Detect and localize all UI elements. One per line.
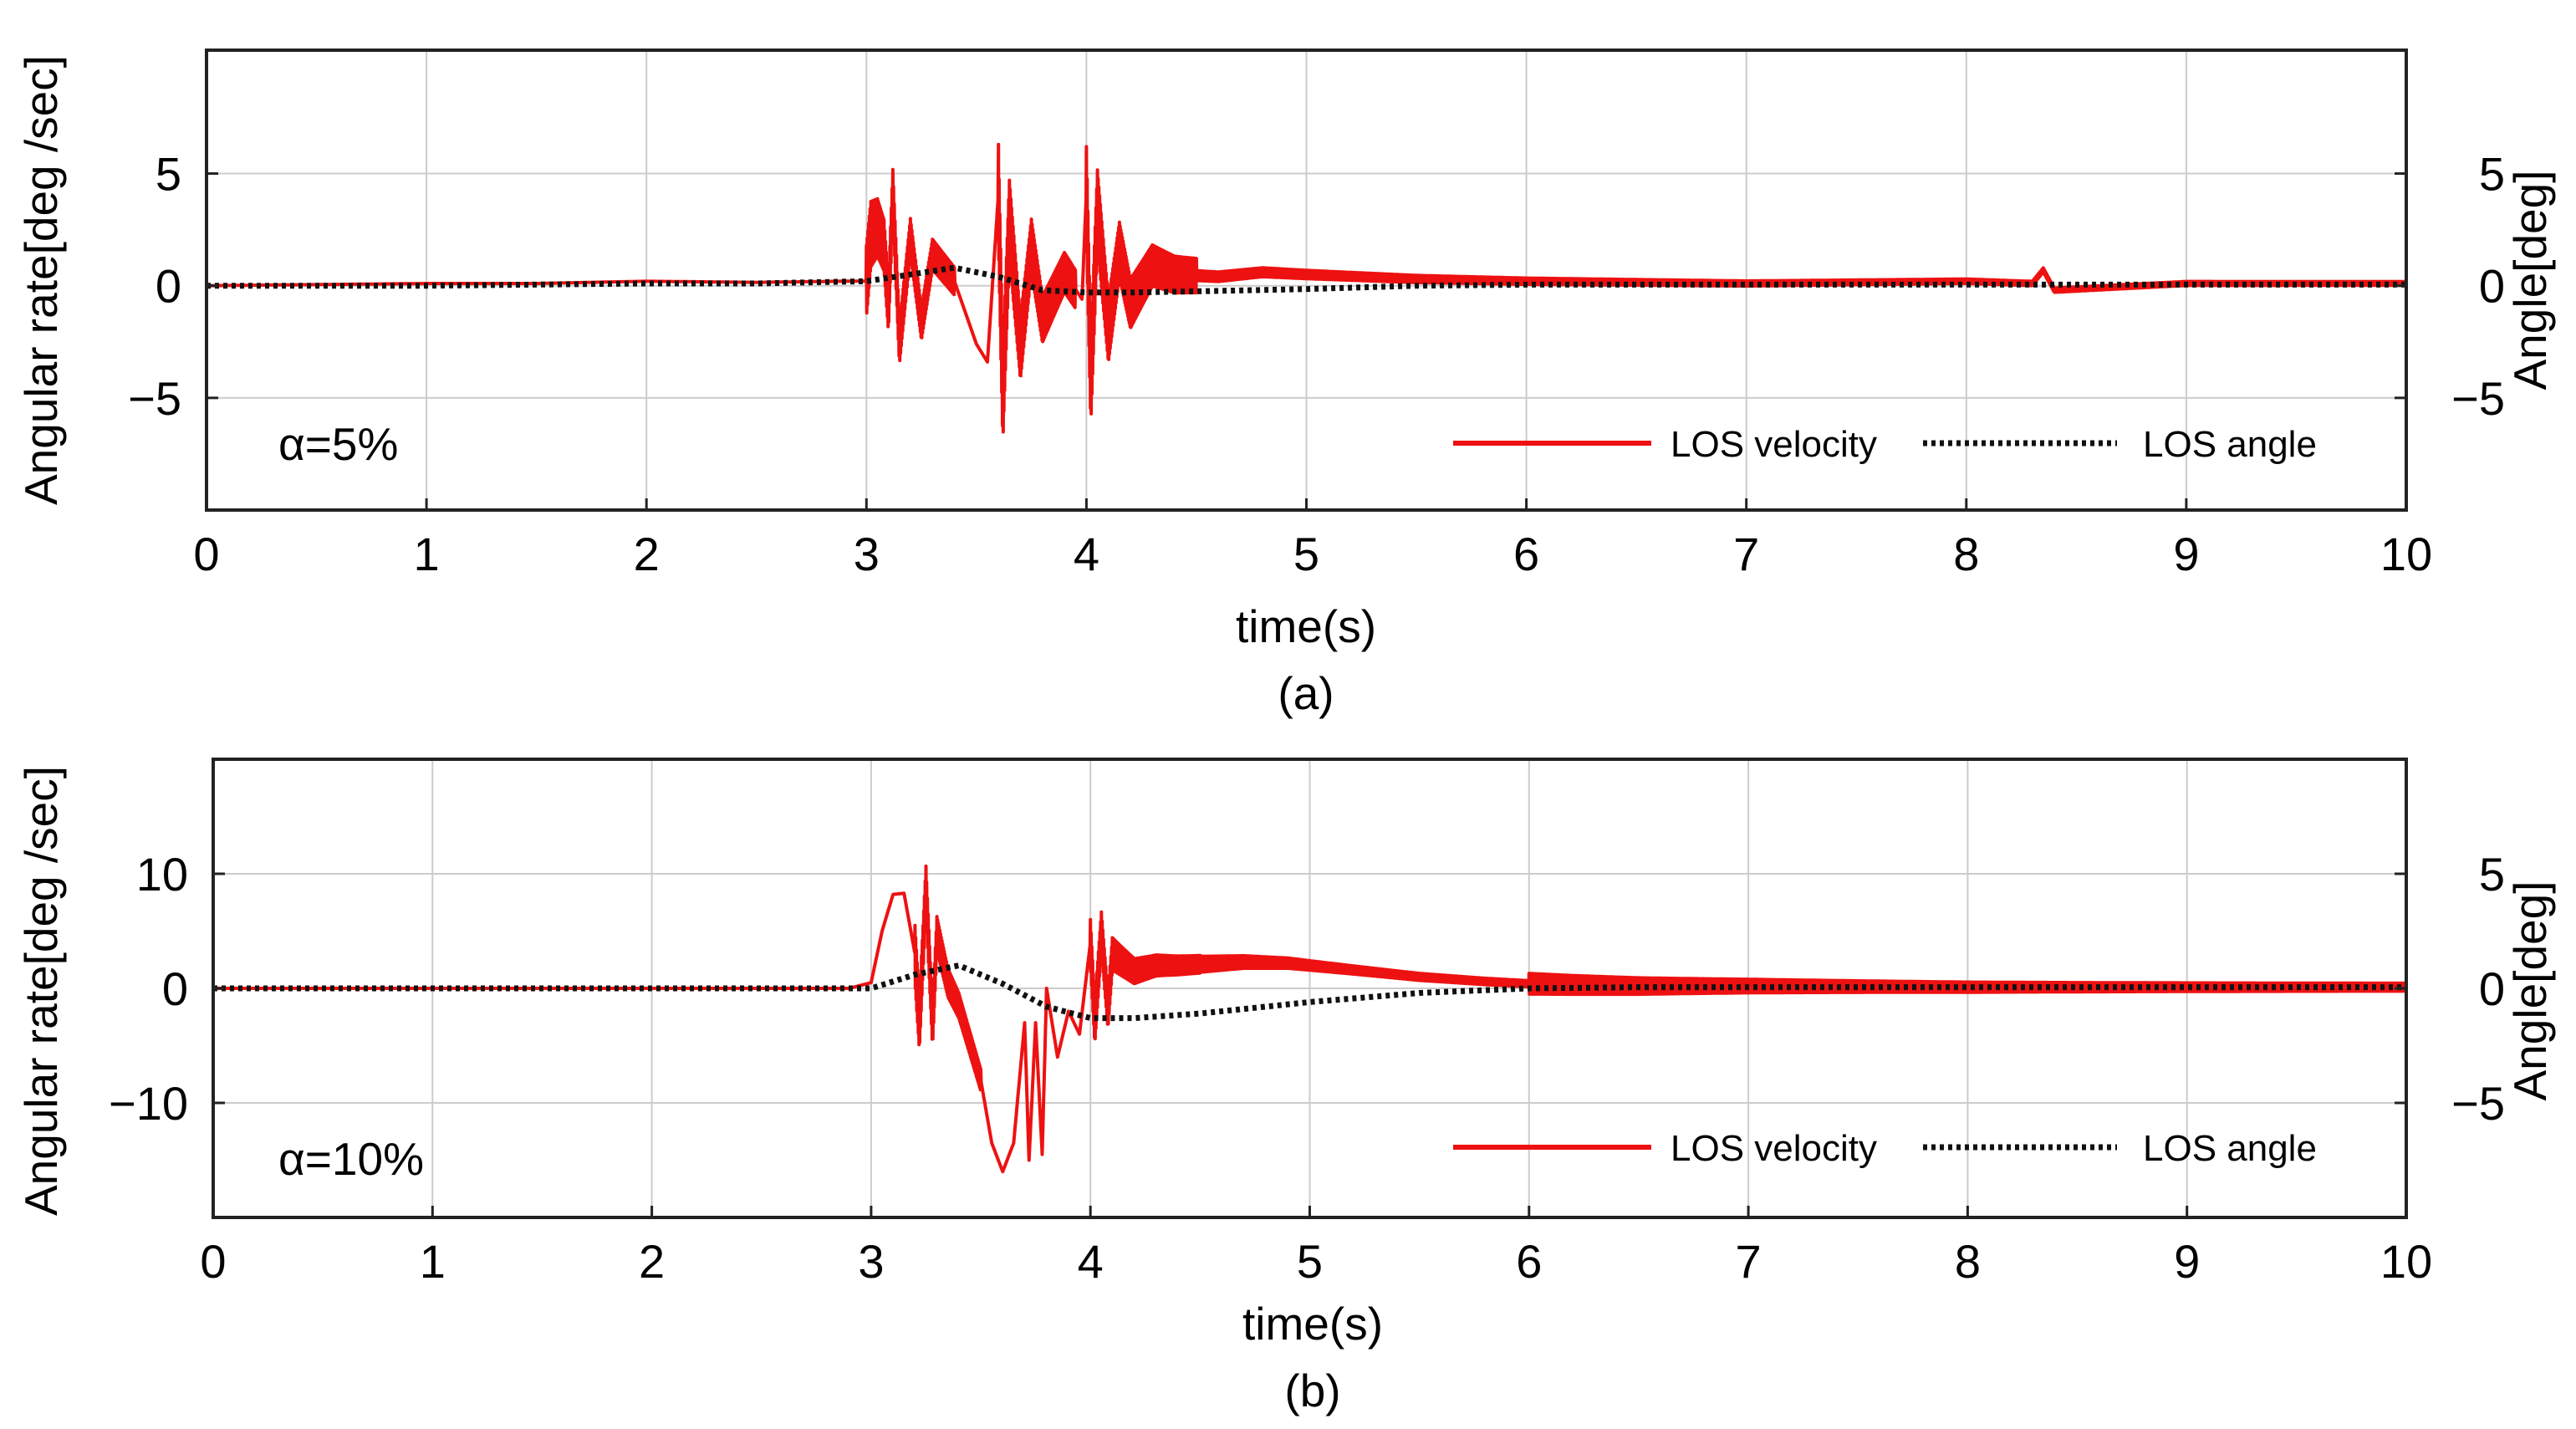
y-tick-label-b: 10 bbox=[136, 848, 188, 901]
x-tick-label-a: 6 bbox=[1513, 528, 1539, 580]
x-tick-label-a: 4 bbox=[1074, 528, 1099, 580]
annotation-a: α=5% bbox=[278, 418, 398, 470]
series-a bbox=[205, 142, 2408, 434]
x-tick-label-b: 4 bbox=[1078, 1235, 1104, 1288]
x-tick-label-b: 7 bbox=[1736, 1235, 1762, 1288]
y2-tick-labels-b: 5 0 −5 bbox=[2395, 848, 2505, 1130]
legend-a: LOS velocity LOS angle bbox=[1453, 424, 2317, 465]
x-tick-labels-a: 0 1 2 3 4 5 6 7 8 9 10 bbox=[193, 498, 2432, 580]
legend-label-los-velocity-b: LOS velocity bbox=[1671, 1128, 1877, 1169]
y2-tick-label-a: −5 bbox=[2451, 372, 2505, 425]
x-tick-label-b: 0 bbox=[200, 1235, 226, 1288]
y-tick-label-b: −10 bbox=[109, 1077, 188, 1130]
x-tick-label-a: 5 bbox=[1293, 528, 1319, 580]
y-axis-label-a: Angular rate[deg /sec] bbox=[15, 55, 67, 505]
x-tick-label-b: 3 bbox=[858, 1235, 884, 1288]
x-tick-label-a: 2 bbox=[634, 528, 660, 580]
x-tick-label-b: 9 bbox=[2174, 1235, 2200, 1288]
panel-b: 0 1 2 3 4 5 6 7 8 9 10 10 0 −10 5 0 −5 time(s) (b) Ang… bbox=[15, 758, 2556, 1416]
y-tick-label-a: 5 bbox=[156, 148, 181, 201]
series-b bbox=[212, 864, 2408, 1174]
y2-axis-label-a: Angle[deg] bbox=[2504, 171, 2556, 390]
y2-tick-label-b: −5 bbox=[2451, 1077, 2505, 1130]
x-tick-label-b: 8 bbox=[1955, 1235, 1981, 1288]
y-tick-labels-a: 5 0 −5 bbox=[128, 148, 218, 425]
x-tick-label-a: 8 bbox=[1953, 528, 1979, 580]
x-tick-label-a: 9 bbox=[2173, 528, 2199, 580]
y-tick-label-b: 0 bbox=[162, 962, 188, 1015]
x-tick-label-b: 5 bbox=[1297, 1235, 1323, 1288]
x-tick-label-b: 6 bbox=[1516, 1235, 1542, 1288]
x-tick-label-a: 10 bbox=[2380, 528, 2432, 580]
x-axis-label-a: time(s) bbox=[1236, 600, 1376, 652]
y-tick-labels-b: 10 0 −10 bbox=[109, 848, 225, 1130]
x-tick-label-b: 1 bbox=[420, 1235, 446, 1288]
x-tick-label-a: 1 bbox=[414, 528, 440, 580]
x-axis-label-b: time(s) bbox=[1242, 1298, 1383, 1350]
x-tick-label-b: 2 bbox=[639, 1235, 665, 1288]
los-velocity-line-a bbox=[205, 142, 2408, 434]
los-velocity-line-b bbox=[212, 864, 2408, 1174]
y-tick-label-a: 0 bbox=[156, 260, 181, 313]
x-tick-labels-b: 0 1 2 3 4 5 6 7 8 9 10 bbox=[200, 1206, 2432, 1288]
x-tick-label-a: 7 bbox=[1733, 528, 1759, 580]
y2-tick-label-b: 5 bbox=[2479, 848, 2505, 901]
legend-label-los-angle-b: LOS angle bbox=[2143, 1128, 2317, 1169]
legend-label-los-velocity-a: LOS velocity bbox=[1671, 424, 1877, 465]
grid-a bbox=[207, 50, 2406, 510]
panel-a: 0 1 2 3 4 5 6 7 8 9 10 5 0 −5 5 0 −5 time(s) (a) Angul… bbox=[15, 48, 2556, 719]
legend-b: LOS velocity LOS angle bbox=[1453, 1128, 2317, 1169]
los-angle-line-b bbox=[213, 962, 2406, 1022]
y2-tick-labels-a: 5 0 −5 bbox=[2395, 148, 2505, 425]
y2-tick-label-a: 0 bbox=[2479, 260, 2505, 313]
y2-axis-label-b: Angle[deg] bbox=[2504, 881, 2556, 1101]
y-axis-label-b: Angular rate[deg /sec] bbox=[15, 766, 67, 1216]
y-tick-label-a: −5 bbox=[128, 372, 181, 425]
legend-label-los-angle-a: LOS angle bbox=[2143, 424, 2317, 465]
panel-caption-b: (b) bbox=[1284, 1365, 1340, 1416]
y2-tick-label-b: 0 bbox=[2479, 962, 2505, 1015]
panel-caption-a: (a) bbox=[1278, 667, 1334, 719]
annotation-b: α=10% bbox=[278, 1133, 424, 1185]
x-tick-label-b: 10 bbox=[2380, 1235, 2432, 1288]
y2-tick-label-a: 5 bbox=[2479, 148, 2505, 201]
x-tick-label-a: 0 bbox=[193, 528, 219, 580]
x-tick-label-a: 3 bbox=[854, 528, 880, 580]
